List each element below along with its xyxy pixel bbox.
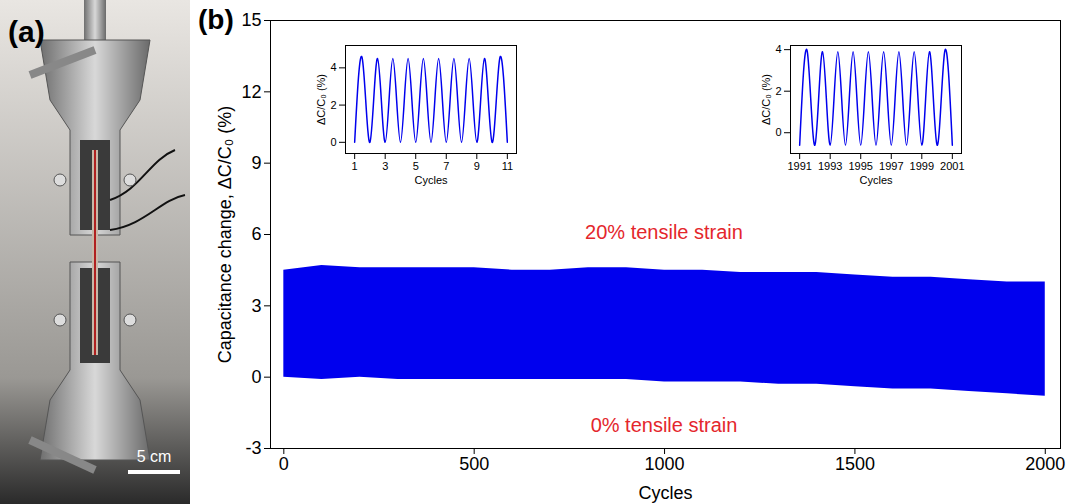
svg-text:ΔC/C₀ (%): ΔC/C₀ (%) bbox=[760, 74, 772, 125]
svg-text:2: 2 bbox=[775, 85, 781, 97]
html-text:20% tensile strain: 20% tensile strain bbox=[585, 220, 743, 243]
svg-text:0: 0 bbox=[330, 136, 336, 148]
svg-text:3: 3 bbox=[382, 160, 388, 172]
svg-text:2: 2 bbox=[330, 99, 336, 111]
svg-text:1991: 1991 bbox=[787, 160, 811, 172]
svg-text:1993: 1993 bbox=[818, 160, 842, 172]
html-text:0% tensile strain: 0% tensile strain bbox=[590, 413, 738, 436]
svg-text:7: 7 bbox=[443, 160, 449, 172]
svg-text:0: 0 bbox=[251, 367, 261, 387]
svg-text:2000: 2000 bbox=[1025, 454, 1065, 474]
svg-text:0: 0 bbox=[279, 454, 289, 474]
svg-text:1999: 1999 bbox=[910, 160, 934, 172]
svg-text:9: 9 bbox=[251, 153, 261, 173]
svg-text:2001: 2001 bbox=[940, 160, 964, 172]
svg-text:5: 5 bbox=[413, 160, 419, 172]
svg-text:1997: 1997 bbox=[879, 160, 903, 172]
svg-text:Cycles: Cycles bbox=[859, 174, 893, 186]
svg-text:ΔC/C₀ (%): ΔC/C₀ (%) bbox=[315, 74, 327, 125]
svg-text:6: 6 bbox=[251, 224, 261, 244]
svg-text:(a): (a) bbox=[8, 15, 45, 48]
svg-text:1995: 1995 bbox=[848, 160, 872, 172]
svg-text:9: 9 bbox=[474, 160, 480, 172]
svg-text:Cycles: Cycles bbox=[414, 174, 448, 186]
svg-text:4: 4 bbox=[330, 61, 336, 73]
svg-text:11: 11 bbox=[502, 160, 513, 172]
svg-text:1: 1 bbox=[352, 160, 358, 172]
svg-text:500: 500 bbox=[459, 454, 489, 474]
svg-text:3: 3 bbox=[251, 296, 261, 316]
svg-text:1000: 1000 bbox=[645, 454, 685, 474]
svg-text:4: 4 bbox=[775, 43, 781, 55]
svg-text:Capacitance change, ΔC/C₀ (%): Capacitance change, ΔC/C₀ (%) bbox=[215, 106, 235, 364]
html-text:(b): (b) bbox=[198, 4, 234, 35]
svg-text:5 cm: 5 cm bbox=[137, 448, 172, 465]
svg-text:1500: 1500 bbox=[835, 454, 875, 474]
svg-text:12: 12 bbox=[241, 82, 261, 102]
svg-text:15: 15 bbox=[241, 10, 261, 30]
svg-text:Cycles: Cycles bbox=[638, 483, 692, 503]
svg-text:-3: -3 bbox=[245, 438, 261, 458]
svg-text:0: 0 bbox=[775, 126, 781, 138]
